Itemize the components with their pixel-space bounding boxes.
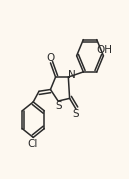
Text: Cl: Cl <box>27 139 38 149</box>
Text: O: O <box>46 53 55 63</box>
Text: S: S <box>73 109 79 119</box>
Text: OH: OH <box>97 45 113 55</box>
Text: N: N <box>68 70 75 80</box>
Text: S: S <box>55 101 62 111</box>
